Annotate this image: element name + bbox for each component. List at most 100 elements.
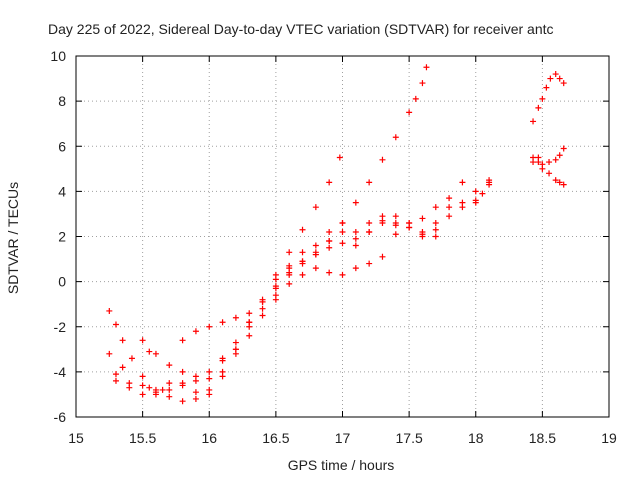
data-point bbox=[412, 95, 419, 102]
data-point bbox=[232, 339, 239, 346]
data-point bbox=[272, 276, 279, 283]
data-point bbox=[232, 314, 239, 321]
y-tick-label: 2 bbox=[58, 229, 66, 245]
data-point bbox=[272, 296, 279, 303]
data-point bbox=[546, 159, 553, 166]
data-point bbox=[379, 156, 386, 163]
data-point bbox=[326, 269, 333, 276]
data-point bbox=[366, 219, 373, 226]
data-point bbox=[192, 389, 199, 396]
data-point bbox=[259, 305, 266, 312]
data-point bbox=[286, 280, 293, 287]
data-point bbox=[139, 373, 146, 380]
data-point bbox=[472, 199, 479, 206]
data-point bbox=[366, 179, 373, 186]
chart-title: Day 225 of 2022, Sidereal Day-to-day VTE… bbox=[48, 21, 554, 37]
data-point bbox=[560, 145, 567, 152]
data-point bbox=[246, 310, 253, 317]
data-point bbox=[556, 179, 563, 186]
data-point bbox=[246, 319, 253, 326]
data-point bbox=[446, 213, 453, 220]
data-point bbox=[152, 350, 159, 357]
data-point bbox=[179, 368, 186, 375]
data-point bbox=[192, 395, 199, 402]
data-point bbox=[419, 231, 426, 238]
data-point bbox=[547, 75, 554, 82]
data-point bbox=[459, 204, 466, 211]
data-point bbox=[556, 152, 563, 159]
data-point bbox=[379, 213, 386, 220]
data-point bbox=[472, 188, 479, 195]
data-point bbox=[312, 204, 319, 211]
data-point bbox=[119, 337, 126, 344]
data-point bbox=[272, 285, 279, 292]
data-point bbox=[535, 104, 542, 111]
data-point bbox=[312, 249, 319, 256]
grid bbox=[76, 56, 609, 417]
data-point bbox=[299, 226, 306, 233]
y-tick-label: 0 bbox=[58, 274, 66, 290]
data-point bbox=[432, 226, 439, 233]
data-point bbox=[326, 228, 333, 235]
data-point bbox=[352, 265, 359, 272]
data-point bbox=[299, 258, 306, 265]
data-point bbox=[312, 265, 319, 272]
y-tick-label: 10 bbox=[50, 48, 66, 64]
data-point bbox=[246, 332, 253, 339]
data-point bbox=[326, 244, 333, 251]
data-point bbox=[459, 179, 466, 186]
data-point bbox=[192, 328, 199, 335]
data-point bbox=[259, 298, 266, 305]
data-point bbox=[423, 64, 430, 71]
data-point bbox=[530, 118, 537, 125]
x-tick-label: 16 bbox=[201, 430, 217, 446]
data-point bbox=[119, 364, 126, 371]
data-point bbox=[126, 380, 133, 387]
data-point bbox=[206, 375, 213, 382]
x-tick-label: 17.5 bbox=[396, 430, 423, 446]
data-point bbox=[312, 242, 319, 249]
data-point bbox=[286, 249, 293, 256]
data-point bbox=[139, 382, 146, 389]
data-point bbox=[146, 348, 153, 355]
ticks: 15 15.5 16 16.5 17 17.5 18 18.5 19 -6 -4 -2 0 2 4 6 8 10 bbox=[50, 48, 617, 446]
data-point bbox=[530, 154, 537, 161]
data-point bbox=[299, 271, 306, 278]
data-point bbox=[206, 368, 213, 375]
data-point bbox=[179, 398, 186, 405]
data-point bbox=[392, 134, 399, 141]
y-axis-label: SDTVAR / TECUs bbox=[5, 182, 21, 294]
data-point bbox=[560, 181, 567, 188]
data-point bbox=[232, 350, 239, 357]
x-tick-label: 17 bbox=[335, 430, 351, 446]
data-point bbox=[146, 384, 153, 391]
data-point bbox=[159, 386, 166, 393]
data-point bbox=[166, 362, 173, 369]
data-point bbox=[152, 386, 159, 393]
data-point bbox=[546, 170, 553, 177]
data-point bbox=[432, 233, 439, 240]
data-point bbox=[219, 319, 226, 326]
data-point bbox=[432, 219, 439, 226]
x-axis-label: GPS time / hours bbox=[288, 457, 395, 473]
data-point bbox=[560, 80, 567, 87]
data-point bbox=[539, 165, 546, 172]
data-point bbox=[166, 393, 173, 400]
data-point bbox=[106, 307, 113, 314]
data-point bbox=[392, 222, 399, 229]
data-point bbox=[539, 95, 546, 102]
data-point bbox=[179, 380, 186, 387]
data-point bbox=[552, 177, 559, 184]
data-point bbox=[192, 377, 199, 384]
data-point bbox=[352, 242, 359, 249]
data-point bbox=[446, 204, 453, 211]
data-point bbox=[556, 75, 563, 82]
data-point bbox=[406, 219, 413, 226]
data-point bbox=[219, 368, 226, 375]
data-point bbox=[392, 231, 399, 238]
y-tick-label: 4 bbox=[58, 183, 66, 199]
x-tick-label: 18 bbox=[468, 430, 484, 446]
y-tick-label: 8 bbox=[58, 93, 66, 109]
x-tick-label: 18.5 bbox=[529, 430, 556, 446]
y-tick-label: -4 bbox=[54, 364, 67, 380]
